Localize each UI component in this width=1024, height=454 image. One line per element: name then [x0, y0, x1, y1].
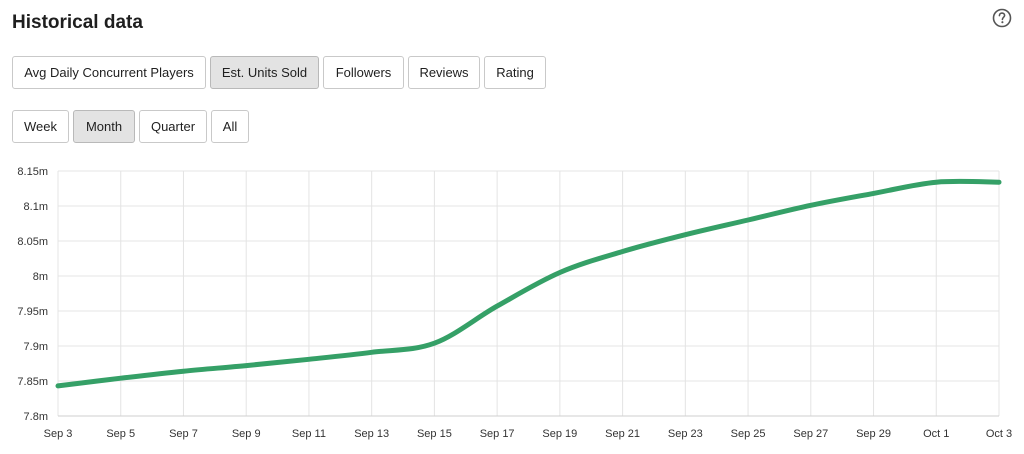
x-tick-label: Sep 17 [480, 428, 515, 440]
metric-tab-group: Avg Daily Concurrent Players Est. Units … [12, 56, 550, 89]
tab-reviews[interactable]: Reviews [408, 56, 480, 89]
series-line [55, 178, 1002, 389]
y-tick-label: 7.8m [24, 411, 48, 423]
x-tick-label: Sep 3 [44, 428, 73, 440]
y-tick-label: 8.1m [24, 201, 48, 213]
x-tick-label: Sep 21 [605, 428, 640, 440]
y-tick-label: 8m [33, 271, 48, 283]
tab-rating[interactable]: Rating [484, 56, 546, 89]
y-tick-label: 7.9m [24, 341, 48, 353]
question-circle-icon[interactable] [992, 8, 1012, 28]
x-tick-label: Sep 27 [793, 428, 828, 440]
x-tick-label: Sep 25 [731, 428, 766, 440]
x-tick-label: Sep 13 [354, 428, 389, 440]
x-tick-label: Sep 19 [542, 428, 577, 440]
y-tick-label: 8.05m [17, 236, 48, 248]
tab-week[interactable]: Week [12, 110, 69, 143]
x-tick-label: Sep 29 [856, 428, 891, 440]
units-sold-chart: 7.8m 7.85m 7.9m 7.95m 8m 8.05m 8.1m 8.15m Sep 3 S… [17, 166, 1012, 440]
x-tick-label: Sep 9 [232, 428, 261, 440]
tab-quarter[interactable]: Quarter [139, 110, 207, 143]
tab-all[interactable]: All [211, 110, 249, 143]
x-tick-label: Sep 15 [417, 428, 452, 440]
tab-month[interactable]: Month [73, 110, 135, 143]
tab-avg-daily-concurrent-players[interactable]: Avg Daily Concurrent Players [12, 56, 206, 89]
x-tick-label: Sep 11 [292, 428, 326, 440]
page-title: Historical data [12, 12, 143, 33]
range-tab-group: Week Month Quarter All [12, 110, 253, 143]
y-tick-label: 7.85m [17, 376, 48, 388]
y-tick-label: 7.95m [17, 306, 48, 318]
x-tick-label: Sep 7 [169, 428, 198, 440]
x-tick-label: Sep 23 [668, 428, 703, 440]
tab-followers[interactable]: Followers [323, 56, 404, 89]
y-tick-label: 8.15m [17, 166, 48, 178]
x-tick-label: Oct 1 [923, 428, 949, 440]
tab-est-units-sold[interactable]: Est. Units Sold [210, 56, 319, 89]
x-tick-label: Oct 3 [986, 428, 1012, 440]
x-tick-label: Sep 5 [106, 428, 135, 440]
